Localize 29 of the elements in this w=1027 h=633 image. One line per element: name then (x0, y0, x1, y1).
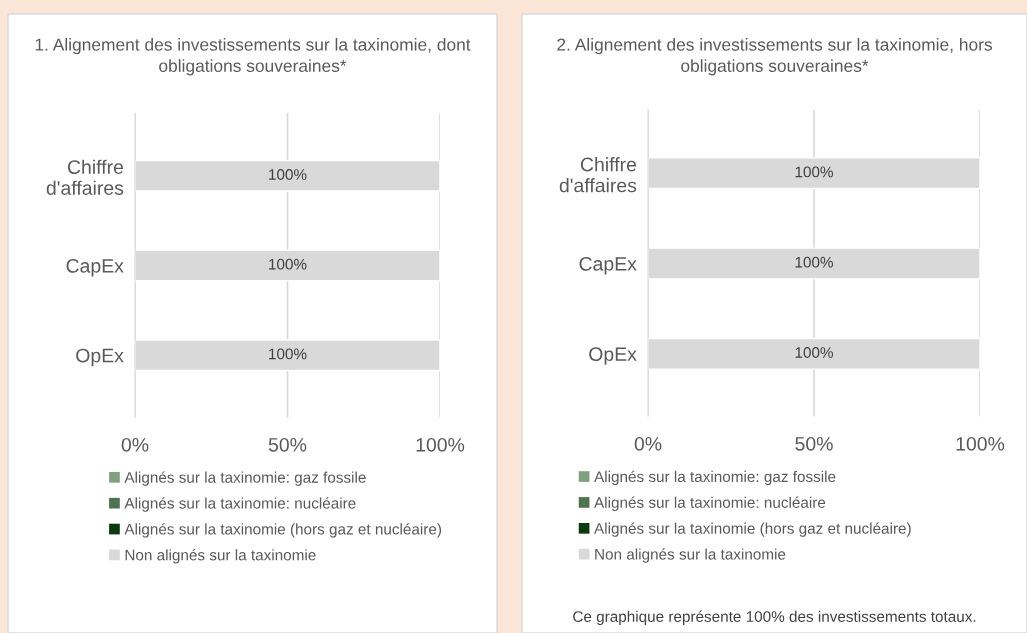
legend-label: Alignés sur la taxinomie: gaz fossile (594, 470, 836, 486)
legend-label: Alignés sur la taxinomie (hors gaz et nucléaire) (594, 522, 911, 537)
chart-title: 2. Alignement des investissements sur la taxinomie, hors obligations souveraines* (557, 38, 992, 76)
y-tick-label: CapEx (579, 256, 637, 275)
y-tick-label: Chiffre d'affaires (559, 157, 637, 193)
legend-label: Alignés sur la taxinomie: nucléaire (594, 496, 826, 511)
data-label: 100% (795, 347, 833, 358)
legend-label: Alignés sur la taxinomie (hors gaz et nucléaire) (124, 523, 442, 538)
text: Ce graphique représente 100% des investissements totaux. (573, 610, 976, 625)
x-tick-label: 50% (268, 437, 307, 452)
y-tick-label: OpEx (589, 347, 637, 365)
data-label: 100% (269, 258, 307, 270)
x-tick-label: 100% (416, 437, 465, 452)
data-label: 100% (269, 348, 307, 360)
y-tick-label: CapEx (66, 258, 124, 277)
x-tick-label: 100% (956, 436, 1005, 451)
data-label: 100% (795, 166, 833, 178)
legend-label: Alignés sur la taxinomie: gaz fossile (124, 471, 366, 486)
legend-label: Non alignés sur la taxinomie (595, 548, 786, 563)
x-tick-label: 50% (795, 436, 833, 451)
legend-label: Non alignés sur la taxinomie (125, 549, 316, 564)
y-tick-label: OpEx (76, 348, 124, 367)
data-label: 100% (269, 169, 307, 180)
x-tick-label: 0% (121, 437, 149, 452)
legend-label: Alignés sur la taxinomie: nucléaire (124, 497, 356, 512)
y-tick-label: Chiffre d'affaires (46, 159, 124, 195)
data-label: 100% (795, 256, 833, 268)
chart-title: 1. Alignement des investissements sur la taxinomie, dont obligations souveraines* (35, 38, 471, 76)
x-tick-label: 0% (634, 436, 662, 451)
